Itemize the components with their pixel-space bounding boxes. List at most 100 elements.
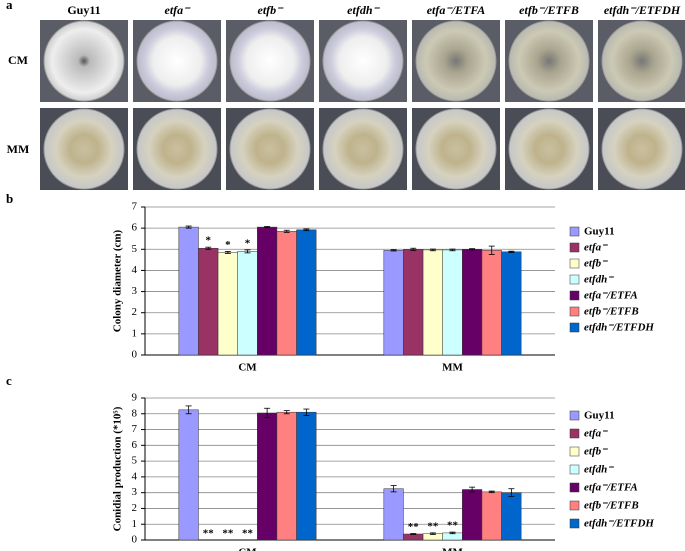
error-bar <box>469 248 476 251</box>
legend-label: etfdh⁻/ETFDH <box>584 518 654 530</box>
error-bar <box>410 533 417 535</box>
y-tick-label: 1 <box>132 518 138 530</box>
x-tick-label: CM <box>238 362 257 374</box>
y-axis-label: Colony diameter (cm) <box>112 229 124 332</box>
legend-label: etfb⁻/ETFB <box>584 306 639 318</box>
y-tick-label: 0 <box>132 349 138 361</box>
error-bar <box>283 229 290 233</box>
error-bar <box>303 228 310 232</box>
legend-label: etfb⁻ <box>584 446 608 458</box>
plate <box>601 20 683 102</box>
bar <box>481 250 502 356</box>
bar <box>422 249 443 356</box>
panel-label: b <box>6 191 13 206</box>
significance-mark: * <box>206 235 212 247</box>
bar <box>296 229 317 356</box>
error-bar <box>205 246 212 250</box>
column-label: Guy11 <box>67 3 100 17</box>
bar <box>383 488 404 541</box>
plate <box>601 108 683 190</box>
x-tick-label: CM <box>238 547 257 551</box>
plate <box>415 108 497 190</box>
plate <box>229 108 311 190</box>
error-bar <box>185 405 192 415</box>
significance-mark: * <box>245 237 251 249</box>
legend-label: etfdh⁻ <box>584 274 614 286</box>
bar <box>442 249 463 356</box>
error-bar <box>449 531 456 535</box>
error-bar <box>488 490 495 494</box>
y-tick-label: 8 <box>132 407 138 419</box>
legend-swatch <box>569 410 580 421</box>
error-bar <box>508 250 515 253</box>
significance-mark: ** <box>222 528 234 540</box>
error-bar <box>390 249 397 252</box>
bar <box>237 251 258 356</box>
legend-label: etfa⁻ <box>584 428 608 440</box>
error-bar <box>224 250 231 254</box>
bar <box>501 251 522 356</box>
legend-label: etfa⁻ <box>584 242 608 254</box>
significance-mark: ** <box>408 521 420 533</box>
legend-swatch <box>569 322 580 333</box>
bar <box>257 226 278 356</box>
y-tick-label: 3 <box>132 285 138 297</box>
error-bar <box>429 248 436 252</box>
error-bar <box>185 225 192 229</box>
bar <box>501 492 522 541</box>
legend-swatch <box>569 446 580 457</box>
y-tick-label: 4 <box>132 470 138 482</box>
column-label: etfdh⁻ <box>347 3 380 17</box>
bar <box>276 231 297 356</box>
legend-swatch <box>569 258 580 269</box>
legend-swatch <box>569 518 580 529</box>
error-bar <box>469 486 476 493</box>
y-tick-label: 4 <box>132 264 138 276</box>
error-bar <box>303 408 310 416</box>
bar <box>296 411 317 541</box>
bar <box>383 250 404 356</box>
bar <box>481 491 502 541</box>
legend-label: Guy11 <box>584 410 615 422</box>
legend-label: etfb⁻ <box>584 258 608 270</box>
bar <box>403 533 424 541</box>
legend-label: etfa⁻/ETFA <box>584 290 638 302</box>
error-bar <box>390 485 397 493</box>
plate <box>508 20 590 102</box>
error-bar <box>429 532 436 535</box>
column-label: etfdh⁻/ETFDH <box>604 3 681 17</box>
error-bar <box>244 249 251 254</box>
y-tick-label: 0 <box>132 534 138 546</box>
significance-mark: ** <box>242 528 254 540</box>
error-bar <box>488 245 495 255</box>
panel-label: a <box>6 0 13 12</box>
significance-mark: ** <box>427 520 439 532</box>
row-label: CM <box>8 53 28 67</box>
legend-swatch <box>569 428 580 439</box>
plate <box>229 20 311 102</box>
bar <box>403 249 424 356</box>
plate <box>43 108 125 190</box>
plate <box>508 108 590 190</box>
column-label: etfa⁻/ETFA <box>427 3 486 17</box>
y-tick-label: 6 <box>132 222 138 234</box>
y-tick-label: 5 <box>132 243 138 255</box>
bar <box>276 411 297 541</box>
legend-swatch <box>569 274 580 285</box>
plate <box>136 20 218 102</box>
column-label: etfb⁻/ETFB <box>519 3 579 17</box>
legend-swatch <box>569 464 580 475</box>
plate <box>415 20 497 102</box>
plate <box>322 108 404 190</box>
error-bar <box>264 407 271 419</box>
y-tick-label: 2 <box>132 306 138 318</box>
legend-label: etfdh⁻/ETFDH <box>584 322 654 334</box>
x-tick-label: MM <box>442 547 463 551</box>
bar <box>178 226 199 356</box>
column-label: etfa⁻ <box>165 3 192 17</box>
error-bar <box>283 410 290 415</box>
plate <box>322 20 404 102</box>
legend-label: etfdh⁻ <box>584 464 614 476</box>
bar <box>462 489 483 541</box>
y-tick-label: 1 <box>132 327 138 339</box>
